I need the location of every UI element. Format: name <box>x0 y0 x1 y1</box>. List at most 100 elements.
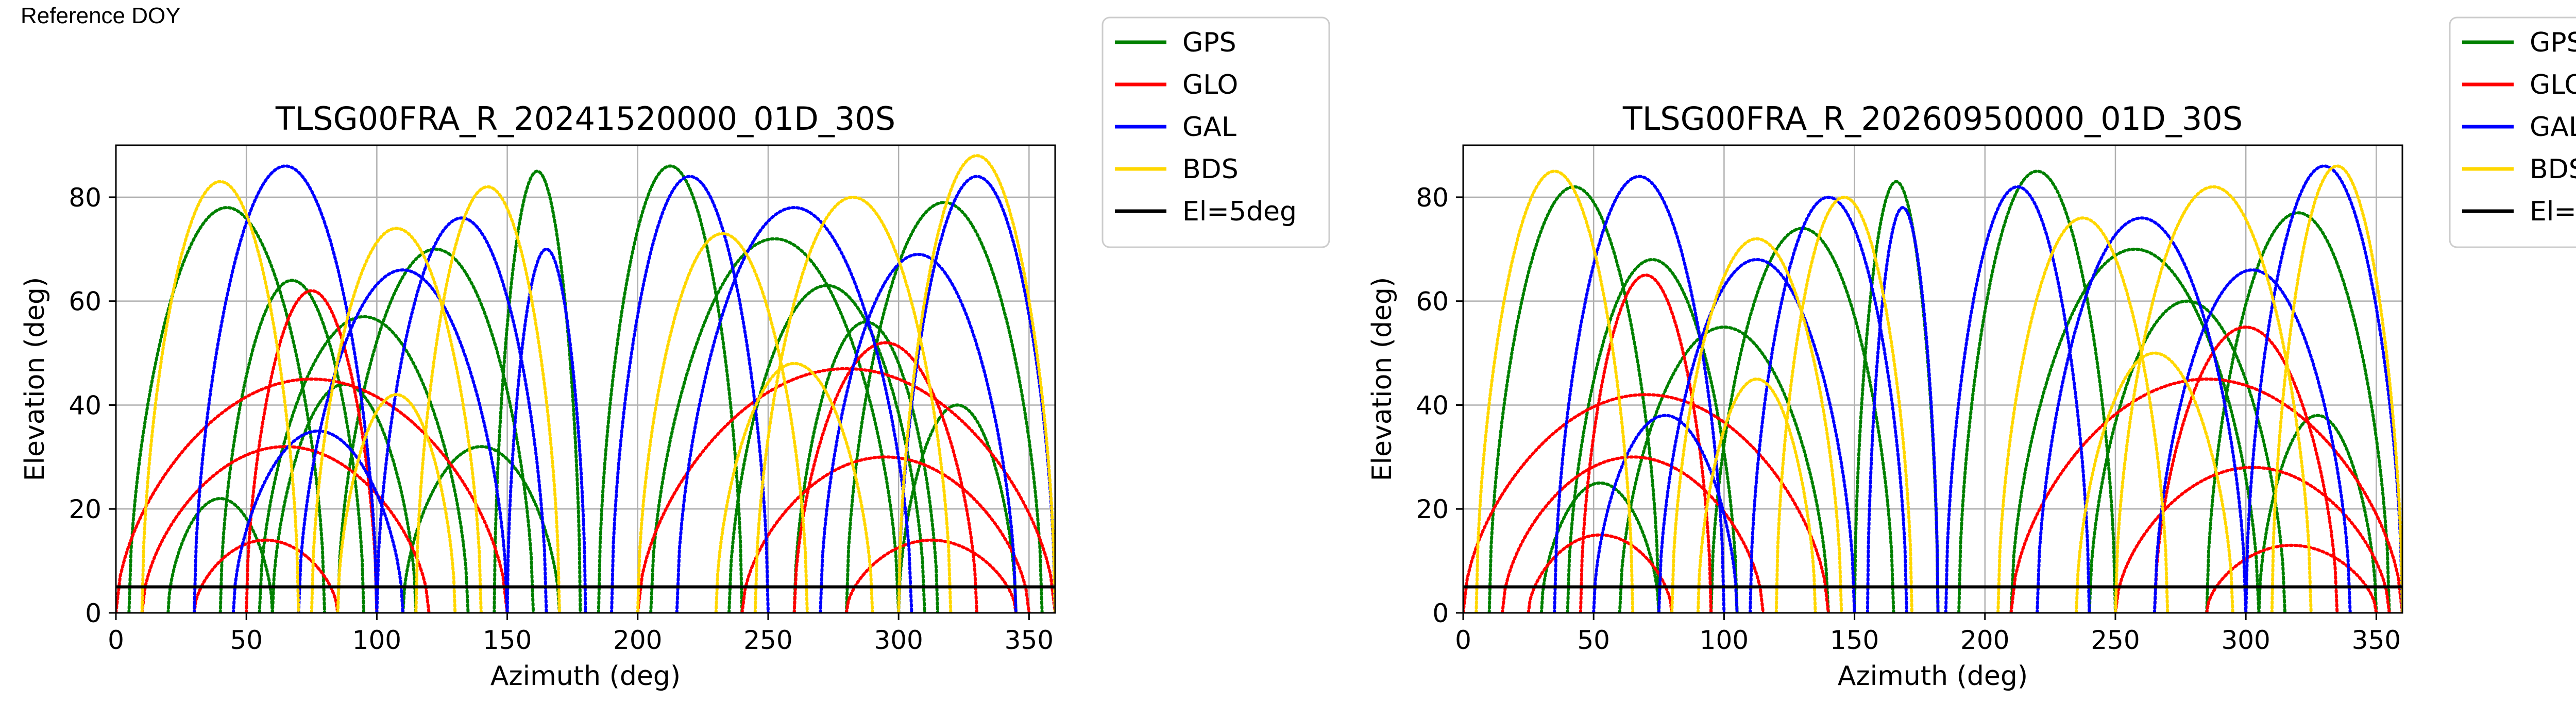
track-gps <box>127 206 327 613</box>
track-glo <box>1463 393 1830 613</box>
plot-area <box>1463 164 2402 613</box>
legend-label: GLO <box>1182 70 1238 100</box>
x-tick-label: 150 <box>483 625 532 655</box>
track-bds <box>310 227 483 613</box>
chart-title: TLSG00FRA_R_20260950000_01D_30S <box>1622 100 2243 138</box>
track-bds <box>2270 164 2402 613</box>
track-gal <box>1866 206 1940 613</box>
legend-label: GAL <box>2530 112 2576 143</box>
track-gal <box>819 252 1018 613</box>
track-glo <box>2009 377 2402 613</box>
track-gal <box>1657 258 1856 613</box>
chart-panel-2: 0 50 100 150 200 250 300 350 0 20 40 60 80 TLSG00FRA_… <box>1367 16 2576 692</box>
track-gps <box>1709 227 1895 613</box>
series-bds <box>140 154 1055 613</box>
x-tick-label: 300 <box>874 625 923 655</box>
legend: GPS GLO GAL BDS El=5deg <box>2449 16 2576 248</box>
track-gal <box>231 429 404 613</box>
track-gps <box>727 284 926 613</box>
track-glo <box>636 367 1055 613</box>
x-tick-label: 200 <box>613 625 662 655</box>
x-tick-label: 100 <box>352 625 401 655</box>
track-glo <box>740 455 1031 613</box>
track-gal <box>297 268 509 613</box>
plot-area <box>116 154 1055 613</box>
track-gps <box>401 445 561 613</box>
track-glo <box>792 341 979 613</box>
legend-box <box>1101 16 1330 248</box>
track-bds <box>140 180 300 613</box>
x-axis-label: Azimuth (deg) <box>490 661 681 692</box>
x-tick-label: 150 <box>1830 625 1879 655</box>
x-tick-label: 350 <box>2352 625 2401 655</box>
axes-frame <box>1462 144 2403 614</box>
track-gps <box>897 403 1018 613</box>
track-glo <box>844 538 1018 613</box>
track-bds <box>636 232 809 613</box>
track-gps <box>336 247 535 613</box>
series-glo <box>116 289 1055 613</box>
x-tick-label: 300 <box>2221 625 2270 655</box>
track-gal <box>192 164 379 613</box>
axes-frame <box>115 144 1056 614</box>
legend-label: GPS <box>1182 27 1236 58</box>
legend-label: GAL <box>1182 112 1236 143</box>
x-tick-label: 100 <box>1700 625 1749 655</box>
legend: GPS GLO GAL BDS El=5deg <box>1101 16 1330 248</box>
x-tick-label: 200 <box>1960 625 2009 655</box>
track-gps <box>258 315 470 613</box>
legend-label: BDS <box>2530 154 2576 185</box>
track-bds <box>2114 185 2313 613</box>
track-gps <box>1566 258 1739 613</box>
y-tick-label: 0 <box>85 598 101 628</box>
y-tick-label: 80 <box>1416 183 1449 213</box>
track-bds <box>753 195 953 613</box>
track-gps <box>792 320 940 613</box>
track-gal <box>2153 268 2352 613</box>
track-bds <box>1475 169 1635 613</box>
legend-label: GLO <box>2530 70 2576 100</box>
track-gps <box>1957 169 2117 613</box>
track-gps <box>1539 481 1660 613</box>
legend-label: El=5deg <box>2530 196 2576 227</box>
track-glo <box>245 289 379 613</box>
track-gps <box>597 164 744 613</box>
y-tick-label: 0 <box>1432 598 1449 628</box>
y-tick-label: 20 <box>1416 494 1449 524</box>
track-bds <box>336 393 457 613</box>
track-gal <box>505 247 587 613</box>
track-glo <box>192 538 340 613</box>
x-tick-label: 50 <box>230 625 263 655</box>
legend-label: GPS <box>2530 27 2576 58</box>
y-axis-label: Elevation (deg) <box>1367 277 1398 482</box>
track-bds <box>1696 377 1817 613</box>
legend-label: BDS <box>1182 154 1239 185</box>
track-gal <box>2036 216 2248 613</box>
x-tick-label: 0 <box>108 625 124 655</box>
y-axis-label: Elevation (deg) <box>20 277 50 482</box>
track-bds <box>2075 351 2234 613</box>
x-tick-label: 350 <box>1005 625 1054 655</box>
series-bds <box>1475 164 2402 613</box>
track-bds <box>1996 216 2170 613</box>
chart-panel-1: 0 50 100 150 200 250 300 350 0 20 40 60 80 TLSG00FRA_… <box>20 16 1330 692</box>
y-tick-label: 80 <box>69 183 101 213</box>
x-tick-label: 0 <box>1455 625 1471 655</box>
y-tick-label: 40 <box>69 390 101 420</box>
legend-box <box>2449 16 2576 248</box>
y-tick-label: 20 <box>69 494 101 524</box>
x-tick-label: 250 <box>743 625 792 655</box>
x-axis-label: Azimuth (deg) <box>1838 661 2028 692</box>
track-gal <box>2244 164 2402 613</box>
y-tick-label: 60 <box>1416 287 1449 317</box>
page-header: Reference DOY <box>21 3 181 28</box>
track-gps <box>2205 211 2391 613</box>
track-gal <box>1553 175 1726 613</box>
x-tick-label: 250 <box>2091 625 2140 655</box>
track-bds <box>714 362 874 613</box>
track-gal <box>610 175 770 613</box>
legend-label: El=5deg <box>1182 196 1297 227</box>
track-bds <box>1774 195 1913 613</box>
y-tick-label: 60 <box>69 287 101 317</box>
